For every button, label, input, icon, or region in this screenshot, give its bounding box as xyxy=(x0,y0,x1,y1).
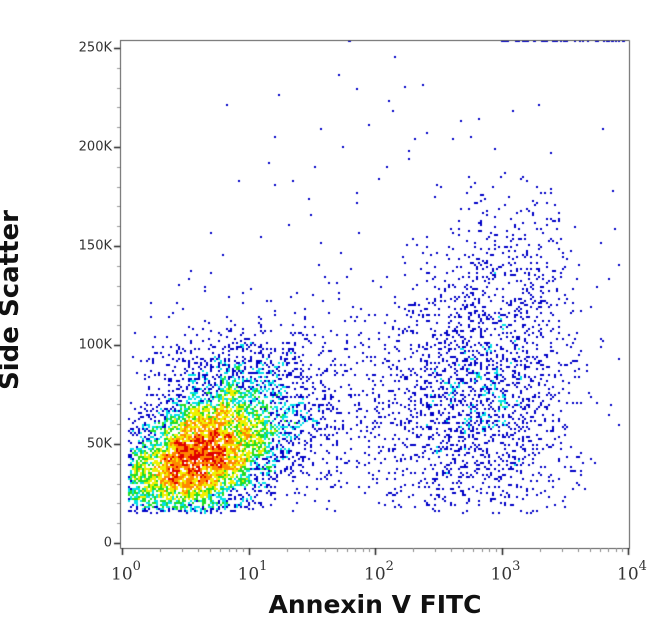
y-tick-label: 50K xyxy=(86,436,112,452)
x-tick-label: 103 xyxy=(490,559,521,585)
x-tick-base: 10 xyxy=(237,564,260,585)
x-tick-base: 10 xyxy=(364,564,386,585)
y-tick-label: 0 xyxy=(103,535,112,551)
y-axis-title: Side Scatter xyxy=(0,210,25,390)
x-tick-exponent: 3 xyxy=(512,559,521,574)
x-tick-label: 104 xyxy=(617,559,647,585)
x-tick-exponent: 2 xyxy=(385,559,394,574)
x-tick-base: 10 xyxy=(617,564,639,585)
y-tick-label: 250K xyxy=(78,40,112,56)
y-tick-label: 150K xyxy=(78,238,112,254)
x-tick-base: 10 xyxy=(490,564,513,585)
y-tick-label: 200K xyxy=(78,139,112,155)
x-axis-label: Annexin V FITC xyxy=(268,590,482,619)
x-tick-label: 101 xyxy=(237,559,268,585)
x-tick-label: 102 xyxy=(364,559,394,585)
y-tick-label: 100K xyxy=(78,337,112,353)
x-tick-exponent: 1 xyxy=(259,559,268,574)
x-tick-base: 10 xyxy=(111,564,133,585)
x-tick-label: 100 xyxy=(111,559,141,585)
x-tick-exponent: 0 xyxy=(132,559,141,574)
x-tick-exponent: 4 xyxy=(638,559,647,574)
